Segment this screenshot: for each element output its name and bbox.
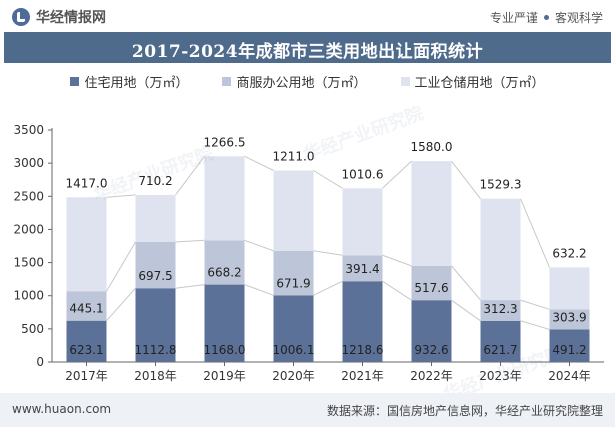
x-tick-label: 2022年	[410, 369, 453, 383]
bar-segment-industrial	[549, 267, 590, 310]
y-tick-label: 2000	[13, 222, 44, 236]
legend-item-commercial[interactable]: 商服办公用地（万㎡）	[222, 72, 367, 91]
bar-segment-residential	[549, 329, 590, 362]
tagline-right: 客观科学	[554, 11, 603, 25]
legend-label-industrial: 工业仓储用地（万㎡）	[414, 76, 545, 91]
stacked-bar-chart: 0 500 1000 1500 2000 2500 3000 3500 2017年 2018年 20…	[13, 123, 604, 383]
tagline: 专业严谨 客观科学	[490, 9, 603, 26]
data-label-industrial: 1417.0	[66, 176, 108, 190]
data-label-commercial: 303.9	[552, 310, 586, 324]
legend-swatch-commercial	[222, 77, 232, 86]
y-tick-label: 3000	[13, 156, 44, 170]
data-label-commercial: 668.2	[207, 266, 241, 280]
bar-segment-commercial	[135, 242, 176, 289]
data-label-industrial: 1211.0	[273, 150, 315, 164]
bar-segment-industrial	[273, 170, 314, 251]
x-tick-label: 2021年	[341, 369, 384, 383]
trend-line-industrial	[106, 155, 550, 268]
x-tick-label: 2024年	[548, 369, 591, 383]
bar-segment-commercial	[480, 300, 521, 321]
y-tick-label: 0	[36, 355, 44, 369]
x-tick-label: 2018年	[134, 369, 177, 383]
data-label-residential: 1168.0	[204, 343, 246, 357]
bar-segment-commercial	[411, 265, 452, 301]
data-label-commercial: 697.5	[138, 269, 172, 283]
data-label-industrial: 710.2	[138, 174, 172, 188]
brand[interactable]: 华经情报网	[12, 7, 106, 27]
bar-segment-residential	[273, 295, 314, 362]
y-tick-label: 2500	[13, 189, 44, 203]
legend-item-industrial[interactable]: 工业仓储用地（万㎡）	[400, 72, 545, 91]
bar-segment-residential	[411, 300, 452, 362]
bar-segment-industrial	[204, 156, 245, 241]
bar-segment-commercial	[204, 240, 245, 285]
y-tick-label: 1500	[13, 256, 44, 270]
data-label-residential: 623.1	[69, 343, 103, 357]
data-label-commercial: 517.6	[414, 281, 448, 295]
legend-item-residential[interactable]: 住宅用地（万㎡）	[70, 72, 188, 91]
data-label-residential: 1112.8	[135, 343, 177, 357]
x-tick-label: 2023年	[479, 369, 522, 383]
chart-title: 2017-2024年成都市三类用地出让面积统计	[131, 42, 484, 62]
y-tick-label: 3500	[13, 123, 44, 137]
footer: www.huaon.com 数据来源：国信房地产信息网，华经产业研究院整理	[0, 393, 615, 427]
site-link[interactable]: www.huaon.com	[12, 402, 112, 416]
data-label-industrial: 1010.6	[342, 167, 384, 181]
data-label-residential: 1218.6	[342, 343, 384, 357]
data-label-commercial: 671.9	[276, 276, 310, 290]
data-label-residential: 932.6	[414, 343, 448, 357]
legend-label-residential: 住宅用地（万㎡）	[84, 76, 189, 91]
title-bar: 2017-2024年成都市三类用地出让面积统计	[4, 32, 611, 63]
logo-icon	[12, 8, 30, 26]
bar-segment-residential	[66, 320, 107, 362]
bar-segment-residential	[342, 281, 383, 362]
bar-segment-industrial	[342, 188, 383, 256]
bar-segment-residential	[135, 288, 176, 362]
bar-segment-commercial	[549, 309, 590, 330]
data-label-industrial: 1529.3	[480, 178, 522, 192]
legend-swatch-residential	[70, 77, 80, 86]
bar-segment-industrial	[411, 161, 452, 266]
data-label-industrial: 1266.5	[204, 135, 246, 149]
x-tick-label: 2017年	[65, 369, 108, 383]
bar-segment-commercial	[66, 291, 107, 321]
data-label-commercial: 445.1	[69, 302, 103, 316]
y-tick-label: 500	[21, 322, 44, 336]
bar-segment-commercial	[342, 255, 383, 282]
bar-segment-residential	[204, 284, 245, 362]
data-label-commercial: 312.3	[483, 302, 517, 316]
data-label-industrial: 632.2	[552, 246, 586, 260]
data-label-industrial: 1580.0	[411, 140, 453, 154]
data-label-residential: 1006.1	[273, 343, 315, 357]
data-label-residential: 621.7	[483, 343, 517, 357]
bar-segment-industrial	[480, 198, 521, 301]
data-label-commercial: 391.4	[345, 262, 379, 276]
bar-segment-commercial	[273, 250, 314, 296]
tagline-left: 专业严谨	[489, 11, 538, 25]
bar-segment-industrial	[135, 194, 176, 243]
legend-label-commercial: 商服办公用地（万㎡）	[236, 76, 367, 91]
bullet-dot-icon	[543, 15, 549, 20]
trend-line-residential	[106, 280, 550, 330]
brand-name: 华经情报网	[36, 10, 106, 26]
legend: 住宅用地（万㎡） 商服办公用地（万㎡） 工业仓储用地（万㎡）	[0, 72, 615, 91]
data-label-residential: 491.2	[552, 343, 586, 357]
bar-segment-industrial	[66, 197, 107, 292]
top-bar: 华经情报网 专业严谨 客观科学	[0, 0, 615, 32]
bar-segment-residential	[480, 320, 521, 362]
legend-swatch-industrial	[400, 77, 410, 86]
x-tick-label: 2020年	[272, 369, 315, 383]
x-tick-label: 2019年	[203, 369, 246, 383]
y-tick-label: 1000	[13, 289, 44, 303]
trend-line-commercial	[106, 239, 550, 310]
data-source: 数据来源：国信房地产信息网，华经产业研究院整理	[326, 404, 603, 418]
